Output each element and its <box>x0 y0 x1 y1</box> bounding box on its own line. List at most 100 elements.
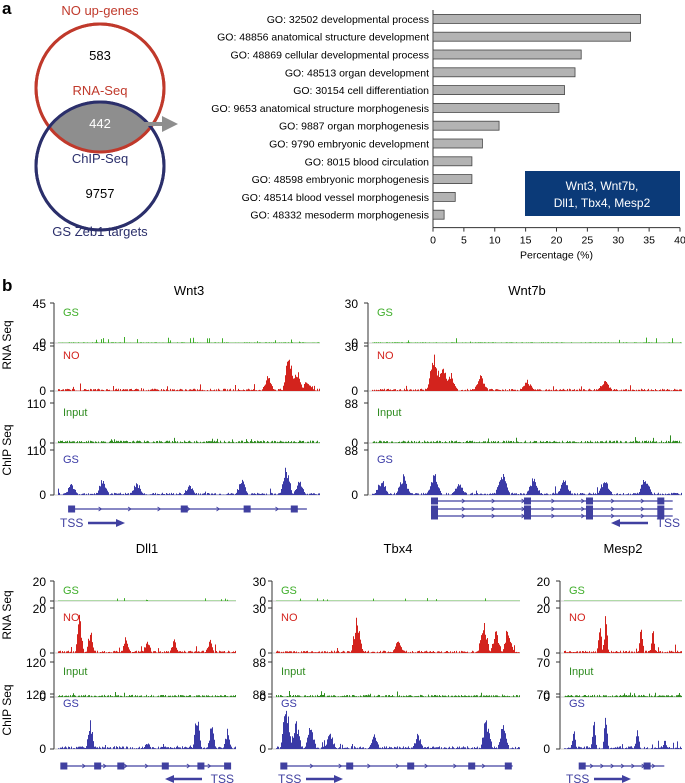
gene-title: Tbx4 <box>384 541 413 556</box>
gene-strand-chevron <box>453 763 458 769</box>
axis-zero-label: 0 <box>39 336 46 350</box>
go-term-bar <box>432 13 641 24</box>
axis-zero-label: 0 <box>351 336 358 350</box>
gene-strand-chevron <box>186 763 191 769</box>
gene-exon <box>60 762 68 770</box>
go-term-bar <box>432 31 632 42</box>
tss-arrowhead <box>165 775 174 783</box>
axis-zero-label: 0 <box>543 646 550 660</box>
x-tick-label: 25 <box>582 235 594 247</box>
x-tick-label: 5 <box>461 235 467 247</box>
axis-max-label: 88 <box>345 397 359 411</box>
axis-max-label: 30 <box>345 297 359 311</box>
axis-zero-label: 0 <box>351 384 358 398</box>
signal-input <box>58 692 236 697</box>
track-name-gs: GS <box>63 585 79 597</box>
gene-strand-chevron <box>640 498 645 504</box>
gene-strand-chevron <box>491 498 496 504</box>
track-name-no: NO <box>63 612 80 624</box>
gene-strand-chevron <box>481 763 486 769</box>
axis-zero-label: 0 <box>39 742 46 756</box>
axis-zero-label: 0 <box>39 436 46 450</box>
gene-strand-chevron <box>461 513 466 519</box>
axis-zero-label: 0 <box>39 646 46 660</box>
track-name-no: NO <box>569 612 586 624</box>
go-term-label: GO: 9790 embryonic development <box>269 139 429 151</box>
gene-strand-chevron <box>186 506 191 512</box>
track-name-gs: GS <box>281 585 297 597</box>
gene-exon <box>524 505 531 513</box>
gene-exon <box>117 762 125 770</box>
axis-max-label: 88 <box>345 444 359 458</box>
go-term-label: GO: 48332 mesoderm morphogenesis <box>250 210 429 222</box>
gene-strand-chevron <box>245 506 250 512</box>
axis-zero-label: 0 <box>39 594 46 608</box>
gene-strand-chevron <box>207 763 212 769</box>
gene-strand-chevron <box>610 498 615 504</box>
gene-strand-chevron <box>521 513 526 519</box>
axis-zero-label: 0 <box>39 690 46 704</box>
gene-exon <box>657 512 665 520</box>
axis-max-label: 30 <box>253 575 267 589</box>
gene-strand-chevron <box>651 763 656 769</box>
track-name-chip: GS <box>569 698 585 710</box>
gene-exon <box>197 762 205 770</box>
signal-no <box>564 616 682 653</box>
axis-zero-label: 0 <box>543 690 550 704</box>
track-name-no: NO <box>63 350 80 362</box>
axis-max-label: 88 <box>253 688 267 702</box>
axis-zero-label: 0 <box>543 742 550 756</box>
signal-no <box>276 617 520 653</box>
signal-input <box>372 435 682 443</box>
axis-max-label: 45 <box>33 297 47 311</box>
track-name-chip: GS <box>281 698 297 710</box>
gene-strand-chevron <box>491 513 496 519</box>
axis-max-label: 20 <box>537 575 551 589</box>
gene-list-line2: Dll1, Tbx4, Mesp2 <box>554 196 651 210</box>
go-term-bar <box>432 174 473 185</box>
go-term-bar <box>432 138 483 149</box>
track-name-input: Input <box>63 666 87 678</box>
go-term-bar <box>432 49 582 60</box>
gene-strand-chevron <box>165 763 170 769</box>
gene-strand-chevron <box>551 513 556 519</box>
signal-chip <box>372 474 682 495</box>
tss-label: TSS <box>278 772 301 783</box>
gene-exon <box>161 762 169 770</box>
gene-exon <box>643 762 651 770</box>
gene-strand-chevron <box>98 506 103 512</box>
venn-diagram: NO up-genes 583 RNA-Seq 442 ChIP-Seq 975… <box>34 3 178 239</box>
axis-max-label: 120 <box>26 688 46 702</box>
gene-strand-chevron <box>338 763 343 769</box>
track-name-input: Input <box>63 407 87 419</box>
chart-x-label: Percentage (%) <box>520 250 593 262</box>
axis-zero-label: 0 <box>259 742 266 756</box>
x-tick-label: 35 <box>643 235 655 247</box>
gene-exon <box>431 505 438 513</box>
axis-zero-label: 0 <box>543 594 550 608</box>
signal-gs <box>58 337 320 343</box>
gene-strand-chevron <box>620 763 625 769</box>
panel-b-letter: b <box>2 276 12 295</box>
axis-max-label: 20 <box>33 575 47 589</box>
venn-top-title: NO up-genes <box>61 3 139 18</box>
go-term-label: GO: 9887 organ morphogenesis <box>279 121 429 133</box>
tss-arrowhead <box>116 519 125 527</box>
gene-strand-chevron <box>631 763 636 769</box>
go-term-label: GO: 30154 cell differentiation <box>293 85 429 97</box>
x-tick-label: 0 <box>430 235 436 247</box>
gene-strand-chevron <box>157 506 162 512</box>
gene-strand-chevron <box>580 506 585 512</box>
signal-chip <box>58 720 236 749</box>
row-label-chip-bottom: ChIP Seq <box>0 684 14 735</box>
gene-exon <box>180 505 188 513</box>
track-name-no: NO <box>377 350 394 362</box>
venn-bottom-count: 9757 <box>86 186 115 201</box>
x-tick-label: 20 <box>551 235 563 247</box>
go-term-label: GO: 48856 anatomical structure developme… <box>217 32 429 44</box>
gene-strand-chevron <box>309 763 314 769</box>
gene-exon <box>280 762 288 770</box>
gene-exon <box>407 762 415 770</box>
axis-max-label: 45 <box>33 340 47 354</box>
